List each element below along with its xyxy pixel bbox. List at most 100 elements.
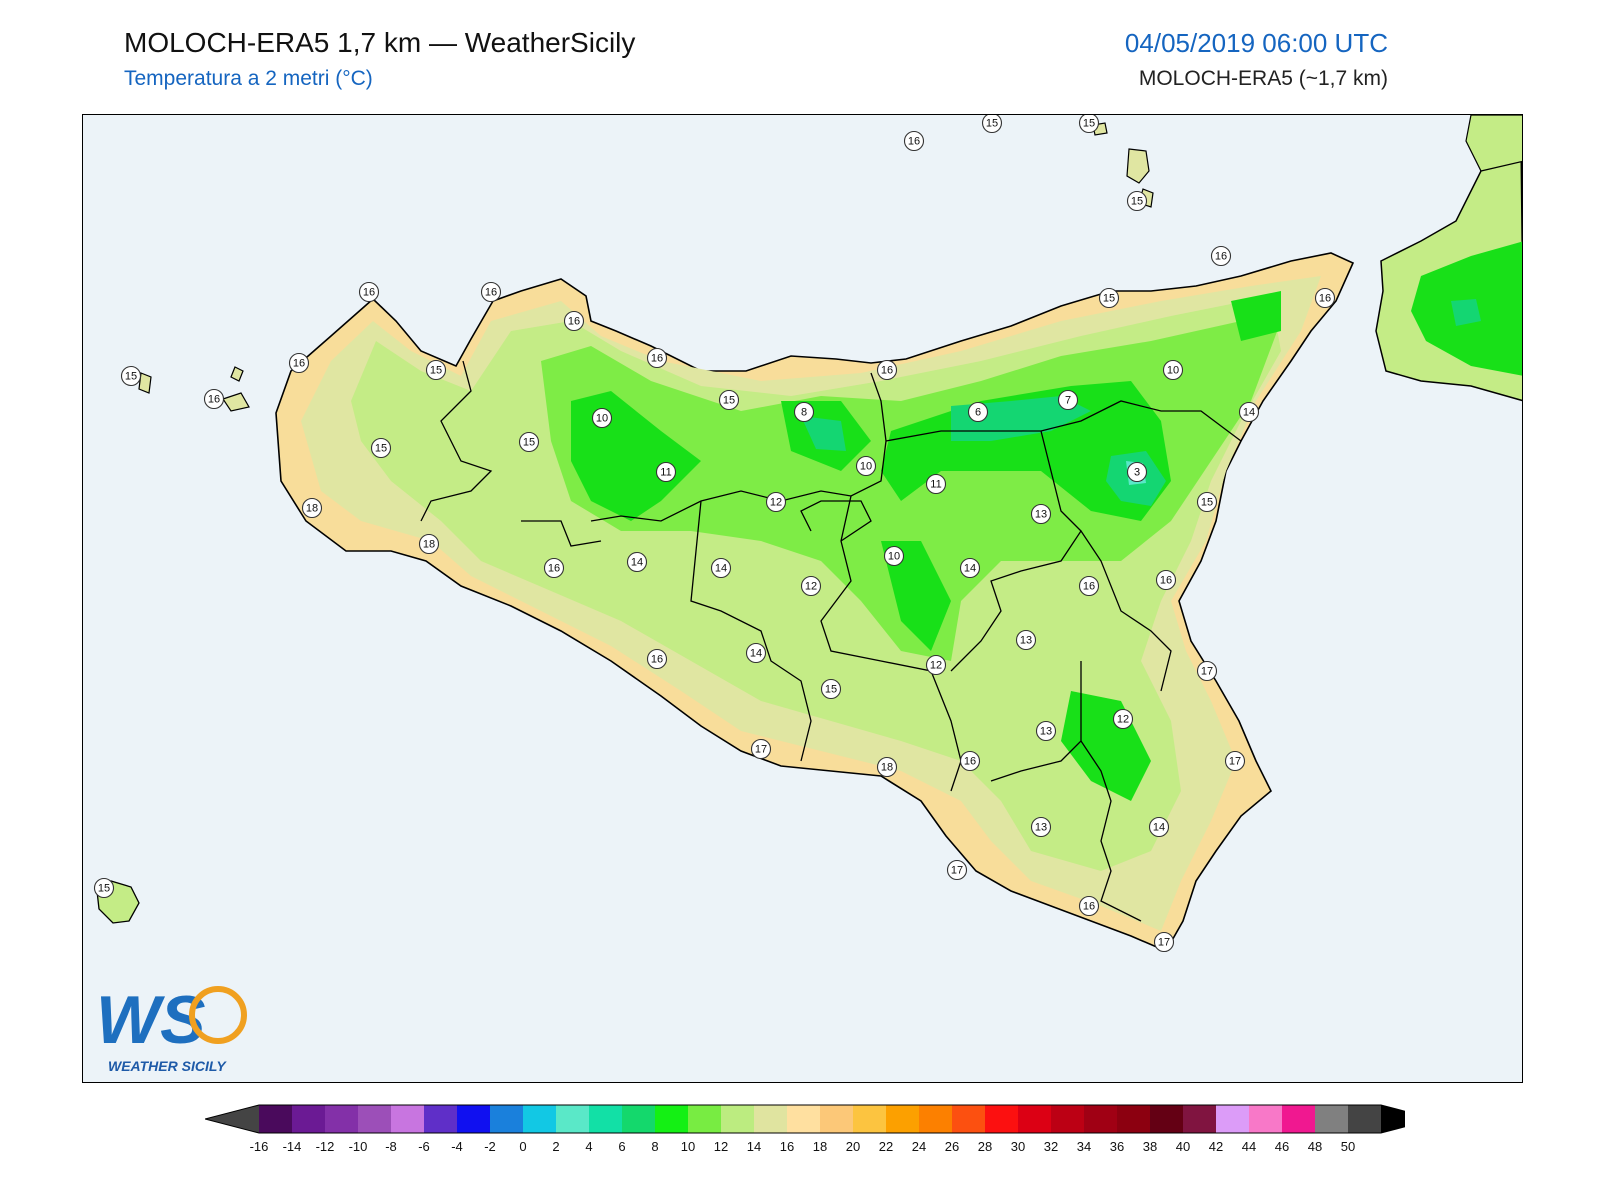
colorbar-swatch — [688, 1105, 722, 1133]
colorbar-right-arrow — [1381, 1105, 1405, 1133]
temperature-colorbar: -16 -14 -12 -10 -8 -6 -4 -2 0 2 4 6 8 10 12 14 16 18 20 22 2… — [205, 1104, 1405, 1154]
station-marker: 14 — [1238, 401, 1260, 423]
station-value: 16 — [1083, 901, 1095, 913]
levanzo-island — [230, 366, 244, 382]
station-marker: 17 — [1224, 750, 1246, 772]
station-value: 17 — [1158, 937, 1170, 949]
station-value: 15 — [430, 365, 442, 377]
station-value: 13 — [1020, 635, 1032, 647]
station-marker: 12 — [765, 491, 787, 513]
colorbar-tick-label: 16 — [780, 1139, 794, 1154]
colorbar-tick-label: 38 — [1143, 1139, 1157, 1154]
station-marker: 11 — [925, 473, 947, 495]
station-value: 12 — [770, 497, 782, 509]
station-value: 14 — [715, 563, 727, 575]
station-marker: 16 — [1078, 575, 1100, 597]
station-value: 13 — [1035, 509, 1047, 521]
colorbar-swatch — [1216, 1105, 1250, 1133]
colorbar-swatch — [952, 1105, 986, 1133]
station-value: 15 — [125, 371, 137, 383]
station-marker: 16 — [1314, 287, 1336, 309]
colorbar-swatch — [523, 1105, 557, 1133]
station-value: 17 — [951, 865, 963, 877]
station-marker: 12 — [800, 575, 822, 597]
colorbar-swatch — [457, 1105, 491, 1133]
station-value: 11 — [660, 467, 671, 479]
colorbar-tick-label: 50 — [1341, 1139, 1355, 1154]
colorbar-swatch — [1150, 1105, 1184, 1133]
colorbar-swatch — [292, 1105, 326, 1133]
station-value: 10 — [1167, 365, 1179, 377]
station-value: 15 — [1201, 497, 1213, 509]
map-canvas: 16 15 15 15 16 15 16 16 16 16 16 15 16 15 16 15 16 10 14 8 6… — [93, 115, 1522, 953]
logo-letters: WS — [96, 982, 206, 1058]
calabria-north-coast — [1465, 115, 1522, 172]
colorbar-swatch — [886, 1105, 920, 1133]
station-marker: 15 — [718, 389, 740, 411]
model-label: MOLOCH-ERA5 (~1,7 km) — [1138, 67, 1388, 90]
station-marker: 16 — [358, 281, 380, 303]
station-marker: 16 — [543, 557, 565, 579]
colorbar-swatch — [754, 1105, 788, 1133]
station-value: 13 — [1040, 726, 1052, 738]
station-marker: 15 — [518, 431, 540, 453]
station-value: 6 — [975, 407, 981, 419]
station-marker: 16 — [646, 648, 668, 670]
colorbar-tick-label: 2 — [552, 1139, 559, 1154]
colorbar-swatch — [820, 1105, 854, 1133]
station-value: 16 — [293, 358, 305, 370]
station-value: 16 — [208, 394, 220, 406]
colorbar-swatches — [205, 1104, 1405, 1134]
station-marker: 14 — [1148, 816, 1170, 838]
colorbar-tick-label: 46 — [1275, 1139, 1289, 1154]
colorbar-swatch — [556, 1105, 590, 1133]
station-marker: 15 — [981, 115, 1003, 134]
colorbar-tick-label: 40 — [1176, 1139, 1190, 1154]
station-marker: 15 — [120, 365, 142, 387]
colorbar-tick-label: 34 — [1077, 1139, 1091, 1154]
station-marker: 15 — [425, 359, 447, 381]
station-value: 15 — [523, 437, 535, 449]
station-value: 16 — [485, 287, 497, 299]
station-marker: 13 — [1030, 816, 1052, 838]
station-value: 15 — [723, 395, 735, 407]
station-value: 18 — [423, 539, 435, 551]
station-marker: 18 — [301, 497, 323, 519]
colorbar-swatch — [1084, 1105, 1118, 1133]
station-value: 16 — [1319, 293, 1331, 305]
station-value: 15 — [986, 118, 998, 130]
station-marker: 16 — [1078, 895, 1100, 917]
colorbar-tick-label: 20 — [846, 1139, 860, 1154]
station-value: 11 — [930, 479, 941, 491]
map-subtitle: Temperatura a 2 metri (°C) — [124, 67, 373, 90]
station-marker: 15 — [820, 678, 842, 700]
colorbar-tick-label: 12 — [714, 1139, 728, 1154]
station-value: 17 — [1229, 756, 1241, 768]
station-value: 12 — [805, 581, 817, 593]
station-marker: 14 — [959, 557, 981, 579]
station-marker: 7 — [1057, 389, 1079, 411]
station-value: 15 — [1131, 196, 1143, 208]
colorbar-swatch — [1051, 1105, 1085, 1133]
station-marker: 14 — [626, 551, 648, 573]
station-value: 14 — [964, 563, 976, 575]
colorbar-tick-label: -12 — [316, 1139, 335, 1154]
colorbar-tick-label: 8 — [651, 1139, 658, 1154]
station-marker: 16 — [876, 359, 898, 381]
station-value: 16 — [881, 365, 893, 377]
station-marker: 17 — [1196, 660, 1218, 682]
station-marker: 10 — [883, 545, 905, 567]
station-marker: 6 — [967, 401, 989, 423]
station-value: 15 — [1083, 118, 1095, 130]
temperature-map[interactable]: 16 15 15 15 16 15 16 16 16 16 16 15 16 15 16 15 16 10 14 8 6… — [82, 114, 1523, 1083]
colorbar-swatch — [985, 1105, 1019, 1133]
station-marker: 16 — [203, 388, 225, 410]
station-value: 15 — [825, 684, 837, 696]
station-value: 16 — [1083, 581, 1095, 593]
station-value: 16 — [568, 316, 580, 328]
station-marker: 15 — [1078, 115, 1100, 134]
station-marker: 13 — [1035, 720, 1057, 742]
station-marker: 17 — [750, 738, 772, 760]
station-value: 12 — [930, 660, 942, 672]
map-title: MOLOCH-ERA5 1,7 km — WeatherSicily — [124, 27, 636, 58]
